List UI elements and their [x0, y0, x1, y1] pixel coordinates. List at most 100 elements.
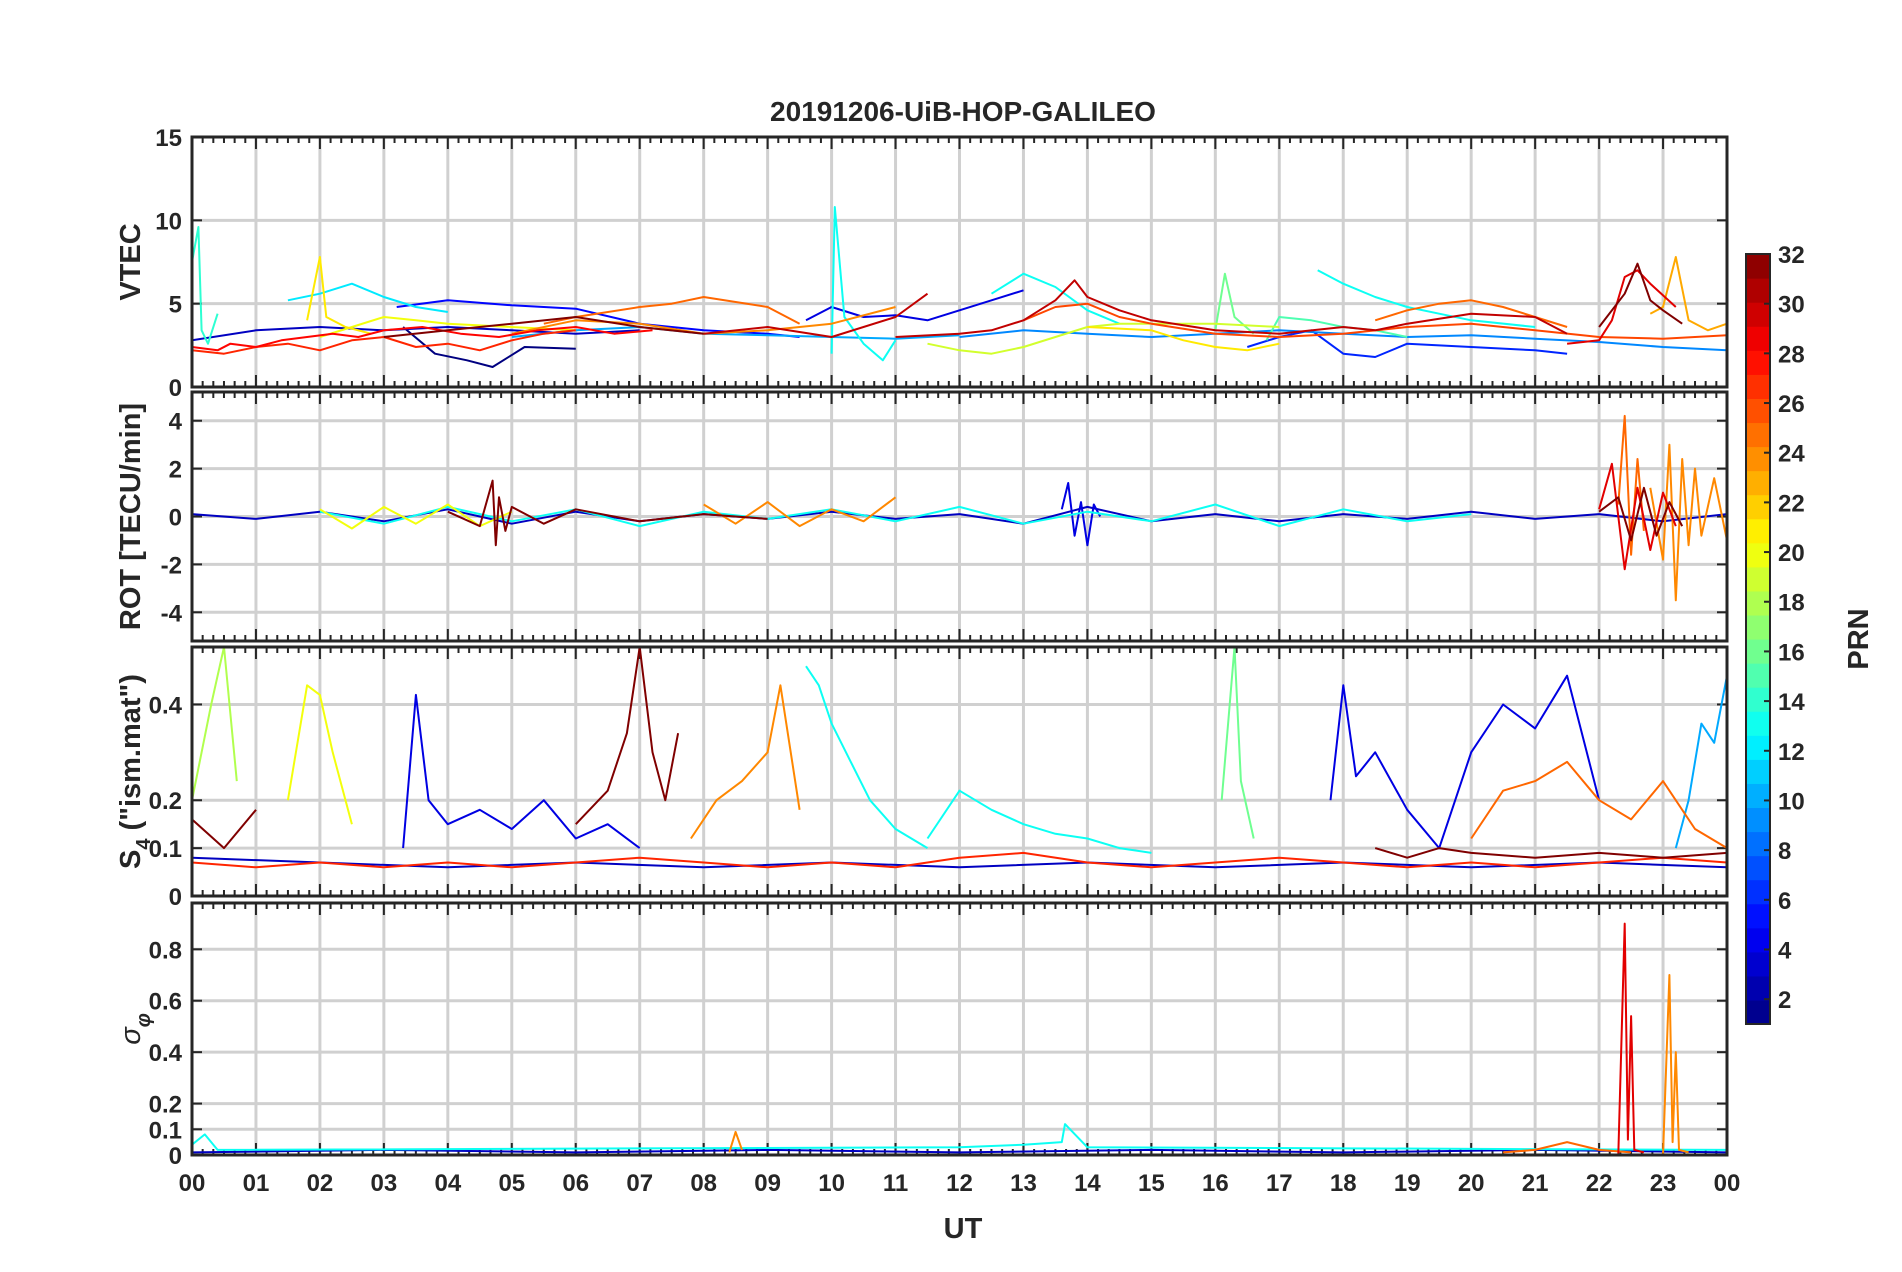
series-sigma_phi-prn24-2	[728, 1130, 743, 1153]
series-group-rot	[192, 414, 1727, 602]
frame-s4	[190, 645, 1729, 898]
ytick-label-rot-0: -4	[161, 600, 183, 627]
colorbar-swatch-9	[1746, 783, 1770, 809]
frame-vtec	[190, 135, 1729, 389]
series-vtec-prn4-3	[805, 289, 1024, 322]
series-s4-prn10-3	[1674, 675, 1727, 849]
series-vtec-prn32-28	[383, 316, 704, 338]
series-s4-prn24-9	[690, 684, 801, 840]
xtick-label-23: 23	[1650, 1170, 1677, 1197]
ylabel-sub-sigma_phi: φ	[133, 1013, 155, 1027]
series-s4-prn13-4	[805, 665, 929, 849]
colorbar-label: PRN	[1843, 608, 1875, 669]
xtick-label-16: 16	[1202, 1170, 1229, 1197]
xtick-label-20: 20	[1458, 1170, 1485, 1197]
colorbar-tick-label-2: 6	[1778, 888, 1791, 915]
xtick-label-3: 03	[371, 1170, 398, 1197]
series-rot-prn25-6	[1617, 414, 1645, 556]
ytick-label-rot-3: 2	[169, 457, 182, 484]
xtick-label-22: 22	[1586, 1170, 1613, 1197]
xtick-label-9: 09	[754, 1170, 781, 1197]
colorbar-tick-label-8: 18	[1778, 590, 1805, 617]
series-s4-prn32-12	[575, 647, 680, 825]
colorbar-swatch-18	[1746, 566, 1770, 592]
series-s4-prn18-7	[192, 647, 238, 801]
series-s4-prn16-6	[1220, 647, 1255, 839]
colorbar-tick-label-1: 4	[1778, 937, 1792, 964]
series-rot-prn13-2	[319, 503, 1472, 528]
series-vtec-prn14-11	[192, 226, 219, 345]
series-sigma_phi-prn13-1	[192, 1123, 1727, 1151]
colorbar-swatch-24	[1746, 422, 1770, 448]
series-sigma_phi-prn3-0	[192, 1148, 1727, 1154]
colorbar-swatch-6	[1746, 855, 1770, 881]
xtick-label-17: 17	[1266, 1170, 1293, 1197]
colorbar-swatch-0	[1746, 999, 1770, 1025]
colorbar-tick-label-6: 14	[1778, 689, 1805, 716]
series-s4-prn3-0	[192, 856, 1727, 869]
ytick-label-s4-2: 0.2	[149, 788, 182, 815]
ytick-label-vtec-1: 5	[169, 292, 182, 319]
frame-sigma_phi	[190, 901, 1729, 1157]
ylabel-suffix-s4: ("ism.mat")	[115, 674, 147, 838]
colorbar-swatch-19	[1746, 542, 1770, 568]
ytick-label-rot-2: 0	[169, 505, 182, 532]
series-vtec-prn20-15	[319, 316, 576, 338]
frame-rot	[190, 390, 1729, 643]
colorbar-swatch-12	[1746, 711, 1770, 736]
ytick-label-sigma_phi-5: 0.8	[149, 937, 182, 964]
colorbar-swatch-14	[1746, 663, 1770, 688]
series-vtec-prn21-17	[1087, 326, 1280, 352]
series-s4-prn4-1	[402, 693, 641, 849]
colorbar-tick-label-11: 24	[1778, 441, 1805, 468]
xtick-label-6: 06	[562, 1170, 589, 1197]
panel-rot: -4 -2 0 2 4 ROT [TECU/min]	[115, 390, 1729, 643]
series-vtec-prn30-26	[703, 292, 929, 338]
series-s4-prn13-5	[926, 789, 1152, 854]
ytick-label-sigma_phi-0: 0	[169, 1143, 182, 1170]
colorbar-tick-label-13: 28	[1778, 341, 1805, 368]
ytick-label-sigma_phi-4: 0.6	[149, 989, 182, 1016]
series-vtec-prn6-4	[1247, 329, 1568, 358]
xtick-label-2: 02	[307, 1170, 334, 1197]
series-group-sigma_phi	[192, 922, 1727, 1155]
colorbar-swatch-27	[1746, 350, 1770, 375]
x-axis-label: UT	[944, 1213, 983, 1245]
colorbar-swatch-29	[1746, 302, 1770, 327]
colorbar-swatch-11	[1746, 735, 1770, 760]
panel-s4: 00.10.20.4S4 ("ism.mat")	[115, 645, 1729, 911]
colorbar-tick-label-12: 26	[1778, 391, 1805, 418]
series-vtec-prn12-7	[287, 282, 448, 313]
xtick-label-5: 05	[498, 1170, 525, 1197]
series-rot-prn4-1	[1060, 482, 1102, 547]
colorbar-swatch-20	[1746, 518, 1770, 544]
series-vtec-prn30-27	[895, 279, 1568, 338]
ylabel-sub-s4: 4	[133, 838, 155, 850]
ylabel-vtec: VTEC	[115, 223, 147, 300]
xtick-label-1: 01	[243, 1170, 270, 1197]
colorbar-tick-label-9: 20	[1778, 540, 1805, 567]
series-sigma_phi-prn29-5	[1617, 922, 1645, 1155]
series-rot-prn32-9	[1598, 486, 1684, 542]
xtick-label-7: 07	[626, 1170, 653, 1197]
x-axis: 00 01 02 03 04 05 06 07 08 09 10 11 12 13 14 15 16 17 18 19…	[179, 1170, 1741, 1197]
colorbar-swatch-10	[1746, 759, 1770, 784]
series-vtec-prn3-1	[192, 326, 640, 342]
series-vtec-prn19-14	[927, 322, 1280, 355]
series-vtec-prn13-9	[1317, 269, 1536, 328]
ytick-label-sigma_phi-1: 0.1	[149, 1117, 182, 1144]
panel-sigma_phi: 00.10.2 0.4 0.6 0.8 σφ	[115, 901, 1729, 1170]
ytick-label-rot-4: 4	[169, 409, 183, 436]
colorbar-tick-label-5: 12	[1778, 739, 1805, 766]
xtick-label-18: 18	[1330, 1170, 1357, 1197]
ylabel-s4: S4 ("ism.mat")	[115, 674, 155, 869]
ylabel-rot: ROT [TECU/min]	[115, 403, 147, 630]
xtick-label-4: 04	[434, 1170, 461, 1197]
xtick-label-12: 12	[946, 1170, 973, 1197]
colorbar-frame	[1745, 253, 1771, 1025]
ylabel-main-sigma_phi: σ	[115, 1026, 147, 1045]
series-vtec-prn21-16	[306, 256, 372, 335]
ytick-label-vtec-0: 0	[169, 375, 182, 402]
